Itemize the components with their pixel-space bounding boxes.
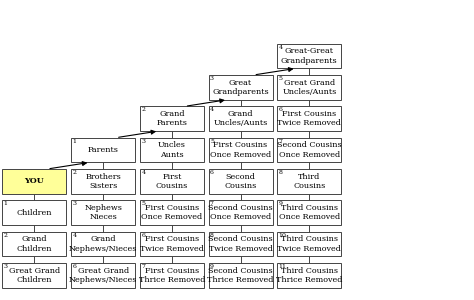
Text: 2: 2 xyxy=(73,170,76,175)
FancyBboxPatch shape xyxy=(277,44,341,68)
Text: Great
Grandparents: Great Grandparents xyxy=(212,79,269,96)
Text: 4: 4 xyxy=(279,45,283,50)
Text: Third Cousins
Twice Removed: Third Cousins Twice Removed xyxy=(277,236,341,253)
Text: Second Cousins
Twice Removed: Second Cousins Twice Removed xyxy=(208,236,273,253)
Text: 6: 6 xyxy=(210,170,214,175)
Text: Nephews
Nieces: Nephews Nieces xyxy=(84,204,122,221)
Text: Great Grand
Nephews/Nieces: Great Grand Nephews/Nieces xyxy=(69,267,137,284)
Text: First Cousins
Once Removed: First Cousins Once Removed xyxy=(210,141,271,159)
FancyBboxPatch shape xyxy=(277,169,341,194)
Text: YOU: YOU xyxy=(25,177,44,185)
FancyBboxPatch shape xyxy=(209,106,273,131)
Text: 8: 8 xyxy=(210,232,214,238)
FancyBboxPatch shape xyxy=(209,169,273,194)
FancyBboxPatch shape xyxy=(71,232,135,256)
Text: Grand
Nephews/Nieces: Grand Nephews/Nieces xyxy=(69,236,137,253)
Text: Parents: Parents xyxy=(88,146,118,154)
Text: 2: 2 xyxy=(141,107,145,112)
Text: 11: 11 xyxy=(279,264,287,269)
Text: 4: 4 xyxy=(210,107,214,112)
Text: 6: 6 xyxy=(73,264,76,269)
Text: 6: 6 xyxy=(279,107,283,112)
FancyBboxPatch shape xyxy=(71,200,135,225)
FancyBboxPatch shape xyxy=(277,106,341,131)
FancyBboxPatch shape xyxy=(277,232,341,256)
Text: Second
Cousins: Second Cousins xyxy=(224,173,257,190)
Text: 7: 7 xyxy=(210,201,214,206)
Text: Third Cousins
Once Removed: Third Cousins Once Removed xyxy=(279,204,340,221)
Text: Children: Children xyxy=(17,209,52,217)
Text: 3: 3 xyxy=(141,139,145,144)
Text: 4: 4 xyxy=(73,232,77,238)
Text: 2: 2 xyxy=(4,232,8,238)
FancyBboxPatch shape xyxy=(277,263,341,288)
Text: 7: 7 xyxy=(141,264,145,269)
Text: First Cousins
Twice Removed: First Cousins Twice Removed xyxy=(140,236,204,253)
FancyBboxPatch shape xyxy=(209,232,273,256)
FancyBboxPatch shape xyxy=(277,200,341,225)
Text: First
Cousins: First Cousins xyxy=(155,173,188,190)
Text: First Cousins
Twice Removed: First Cousins Twice Removed xyxy=(277,110,341,127)
Text: First Cousins
Thrice Removed: First Cousins Thrice Removed xyxy=(138,267,205,284)
FancyBboxPatch shape xyxy=(140,232,204,256)
Text: First Cousins
Once Removed: First Cousins Once Removed xyxy=(141,204,202,221)
FancyBboxPatch shape xyxy=(2,169,66,194)
Text: 1: 1 xyxy=(73,139,76,144)
Text: Uncles
Aunts: Uncles Aunts xyxy=(158,141,186,159)
Text: 5: 5 xyxy=(210,139,214,144)
Text: Grand
Children: Grand Children xyxy=(17,236,52,253)
Text: Great Grand
Uncles/Aunts: Great Grand Uncles/Aunts xyxy=(282,79,337,96)
FancyBboxPatch shape xyxy=(2,200,66,225)
Text: Great Grand
Children: Great Grand Children xyxy=(9,267,60,284)
FancyBboxPatch shape xyxy=(140,263,204,288)
Text: 8: 8 xyxy=(279,170,283,175)
Text: 9: 9 xyxy=(210,264,214,269)
FancyBboxPatch shape xyxy=(140,106,204,131)
FancyBboxPatch shape xyxy=(140,200,204,225)
Text: 1: 1 xyxy=(4,201,8,206)
Text: Second Cousins
Once Removed: Second Cousins Once Removed xyxy=(277,141,342,159)
FancyBboxPatch shape xyxy=(71,138,135,162)
Text: 3: 3 xyxy=(4,264,8,269)
FancyBboxPatch shape xyxy=(209,75,273,100)
Text: 9: 9 xyxy=(279,201,283,206)
Text: Third
Cousins: Third Cousins xyxy=(293,173,326,190)
FancyBboxPatch shape xyxy=(209,263,273,288)
FancyBboxPatch shape xyxy=(140,169,204,194)
FancyBboxPatch shape xyxy=(209,138,273,162)
Text: Grand
Uncles/Aunts: Grand Uncles/Aunts xyxy=(213,110,268,127)
Text: Brothers
Sisters: Brothers Sisters xyxy=(85,173,121,190)
Text: Great-Great
Grandparents: Great-Great Grandparents xyxy=(281,47,337,64)
Text: Second Cousins
Thrice Removed: Second Cousins Thrice Removed xyxy=(207,267,274,284)
Text: Grand
Parents: Grand Parents xyxy=(156,110,187,127)
Text: 6: 6 xyxy=(141,232,145,238)
FancyBboxPatch shape xyxy=(277,138,341,162)
FancyBboxPatch shape xyxy=(277,75,341,100)
Text: 10: 10 xyxy=(279,232,287,238)
Text: Third Cousins
Thrice Removed: Third Cousins Thrice Removed xyxy=(276,267,343,284)
Text: Second Cousins
Once Removed: Second Cousins Once Removed xyxy=(208,204,273,221)
FancyBboxPatch shape xyxy=(71,263,135,288)
FancyBboxPatch shape xyxy=(2,232,66,256)
FancyBboxPatch shape xyxy=(71,169,135,194)
Text: 5: 5 xyxy=(141,201,145,206)
Text: 4: 4 xyxy=(141,170,146,175)
FancyBboxPatch shape xyxy=(209,200,273,225)
FancyBboxPatch shape xyxy=(140,138,204,162)
Text: 7: 7 xyxy=(279,139,283,144)
Text: 3: 3 xyxy=(210,76,214,81)
Text: 5: 5 xyxy=(279,76,283,81)
FancyBboxPatch shape xyxy=(2,263,66,288)
Text: 3: 3 xyxy=(73,201,76,206)
